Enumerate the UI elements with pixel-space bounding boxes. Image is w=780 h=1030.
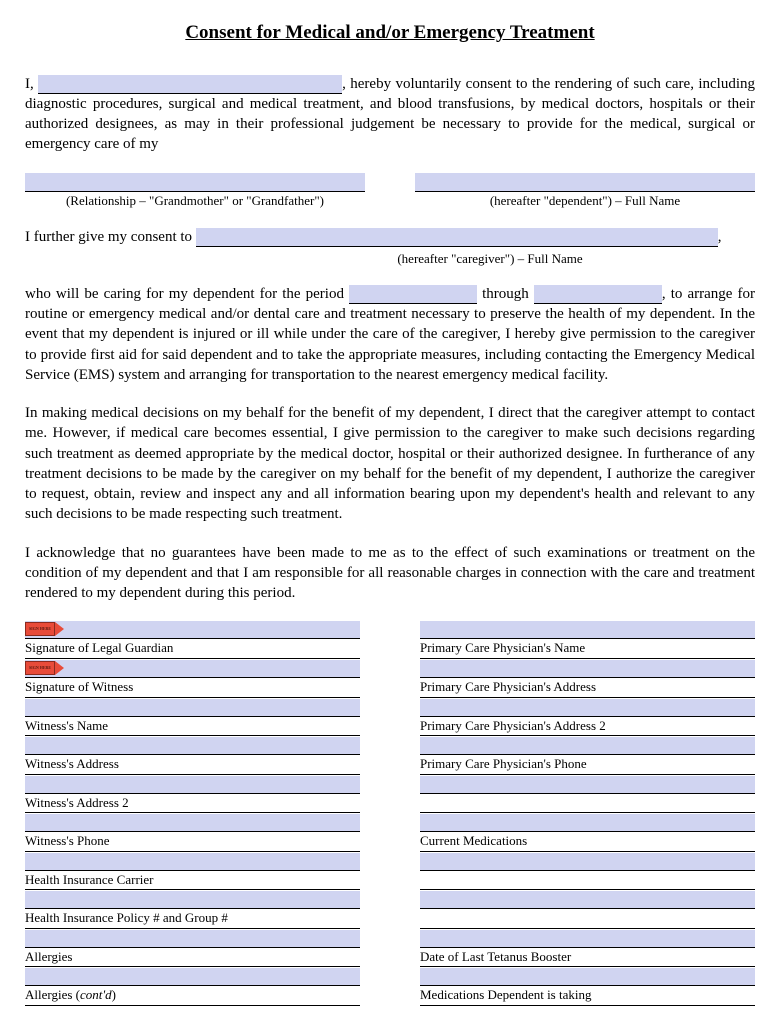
- paragraph-1: I, , hereby voluntarily consent to the r…: [25, 74, 755, 155]
- field-row-blank: [420, 891, 755, 929]
- field-label-primary-care-physician-s-address-2: Primary Care Physician's Address 2: [420, 717, 755, 737]
- field-label-allergies-cont-d: Allergies (cont'd): [25, 986, 360, 1006]
- field-blank-signature-of-witness[interactable]: SIGN HERE: [25, 660, 360, 678]
- field-label-blank: [420, 794, 755, 814]
- field-label-health-insurance-policy-and-group: Health Insurance Policy # and Group #: [25, 909, 360, 929]
- field-row-primary-care-physician-s-address-2: Primary Care Physician's Address 2: [420, 699, 755, 737]
- field-label-primary-care-physician-s-phone: Primary Care Physician's Phone: [420, 755, 755, 775]
- field-label-medications-dependent-is-taking: Medications Dependent is taking: [420, 986, 755, 1006]
- field-label-health-insurance-carrier: Health Insurance Carrier: [25, 871, 360, 891]
- field-row-signature-of-witness: SIGN HERE Signature of Witness: [25, 660, 360, 698]
- field-label-allergies: Allergies: [25, 948, 360, 968]
- field-blank-blank[interactable]: [420, 891, 755, 909]
- relationship-blank[interactable]: [25, 173, 365, 192]
- field-blank-medications-dependent-is-taking[interactable]: [420, 968, 755, 986]
- field-blank-witness-s-address-2[interactable]: [25, 776, 360, 794]
- page-title: Consent for Medical and/or Emergency Tre…: [25, 20, 755, 46]
- field-label-blank: [420, 871, 755, 891]
- field-blank-primary-care-physician-s-address[interactable]: [420, 660, 755, 678]
- dependent-label: (hereafter "dependent") – Full Name: [415, 192, 755, 210]
- signature-right-column: Primary Care Physician's Name Primary Car…: [420, 621, 755, 1006]
- caregiver-blank[interactable]: [196, 228, 718, 247]
- paragraph-3: who will be caring for my dependent for …: [25, 284, 755, 385]
- field-row-primary-care-physician-s-phone: Primary Care Physician's Phone: [420, 737, 755, 775]
- p2-text: I further give my consent to: [25, 229, 196, 245]
- field-label-primary-care-physician-s-address: Primary Care Physician's Address: [420, 678, 755, 698]
- field-row-health-insurance-carrier: Health Insurance Carrier: [25, 853, 360, 891]
- field-blank-primary-care-physician-s-phone[interactable]: [420, 737, 755, 755]
- field-label-current-medications: Current Medications: [420, 832, 755, 852]
- caregiver-row: I further give my consent to ,: [25, 227, 755, 247]
- field-blank-current-medications[interactable]: [420, 814, 755, 832]
- field-blank-witness-s-address[interactable]: [25, 737, 360, 755]
- field-row-medications-dependent-is-taking: Medications Dependent is taking: [420, 968, 755, 1006]
- relationship-field: (Relationship – "Grandmother" or "Grandf…: [25, 173, 365, 210]
- p3-text-a: who will be caring for my dependent for …: [25, 286, 349, 302]
- field-blank-health-insurance-carrier[interactable]: [25, 853, 360, 871]
- field-blank-primary-care-physician-s-address-2[interactable]: [420, 699, 755, 717]
- p1-text-a: I,: [25, 76, 38, 92]
- field-blank-date-of-last-tetanus-booster[interactable]: [420, 930, 755, 948]
- signature-left-column: SIGN HERESignature of Legal GuardianSIGN…: [25, 621, 360, 1006]
- caregiver-label: (hereafter "caregiver") – Full Name: [225, 250, 755, 268]
- field-label-witness-s-phone: Witness's Phone: [25, 832, 360, 852]
- field-row-primary-care-physician-s-name: Primary Care Physician's Name: [420, 621, 755, 659]
- field-label-witness-s-name: Witness's Name: [25, 717, 360, 737]
- field-row-primary-care-physician-s-address: Primary Care Physician's Address: [420, 660, 755, 698]
- relationship-label: (Relationship – "Grandmother" or "Grandf…: [25, 192, 365, 210]
- name-blank[interactable]: [38, 75, 342, 94]
- field-label-blank: [420, 909, 755, 929]
- paragraph-5: I acknowledge that no guarantees have be…: [25, 543, 755, 604]
- field-row-signature-of-legal-guardian: SIGN HERE Signature of Legal Guardian: [25, 621, 360, 659]
- field-blank-witness-s-name[interactable]: [25, 699, 360, 717]
- field-row-witness-s-address: Witness's Address: [25, 737, 360, 775]
- field-label-witness-s-address: Witness's Address: [25, 755, 360, 775]
- dependent-blank[interactable]: [415, 173, 755, 192]
- field-blank-signature-of-legal-guardian[interactable]: SIGN HERE: [25, 621, 360, 639]
- field-row-allergies: Allergies: [25, 930, 360, 968]
- dependent-field: (hereafter "dependent") – Full Name: [415, 173, 755, 210]
- field-blank-witness-s-phone[interactable]: [25, 814, 360, 832]
- field-row-blank: [420, 776, 755, 814]
- field-blank-allergies[interactable]: [25, 930, 360, 948]
- field-label-date-of-last-tetanus-booster: Date of Last Tetanus Booster: [420, 948, 755, 968]
- field-label-witness-s-address-2: Witness's Address 2: [25, 794, 360, 814]
- field-blank-health-insurance-policy-and-group[interactable]: [25, 891, 360, 909]
- field-row-witness-s-phone: Witness's Phone: [25, 814, 360, 852]
- field-row-current-medications: Current Medications: [420, 814, 755, 852]
- field-blank-allergies-cont-d[interactable]: [25, 968, 360, 986]
- signature-section: SIGN HERESignature of Legal GuardianSIGN…: [25, 621, 755, 1006]
- field-row-witness-s-address-2: Witness's Address 2: [25, 776, 360, 814]
- period-from-blank[interactable]: [349, 285, 477, 304]
- field-blank-primary-care-physician-s-name[interactable]: [420, 621, 755, 639]
- field-blank-blank[interactable]: [420, 776, 755, 794]
- sign-here-tag: SIGN HERE: [25, 661, 64, 675]
- sign-here-tag: SIGN HERE: [25, 622, 64, 636]
- paragraph-4: In making medical decisions on my behalf…: [25, 403, 755, 525]
- field-row-witness-s-name: Witness's Name: [25, 699, 360, 737]
- period-to-blank[interactable]: [534, 285, 662, 304]
- p3-text-b: through: [477, 286, 534, 302]
- field-row-date-of-last-tetanus-booster: Date of Last Tetanus Booster: [420, 930, 755, 968]
- field-blank-blank[interactable]: [420, 853, 755, 871]
- field-row-blank: [420, 853, 755, 891]
- field-label-signature-of-witness: Signature of Witness: [25, 678, 360, 698]
- field-row-allergies-cont-d: Allergies (cont'd): [25, 968, 360, 1006]
- field-label-primary-care-physician-s-name: Primary Care Physician's Name: [420, 639, 755, 659]
- field-row-health-insurance-policy-and-group: Health Insurance Policy # and Group #: [25, 891, 360, 929]
- field-label-signature-of-legal-guardian: Signature of Legal Guardian: [25, 639, 360, 659]
- relationship-dependent-row: (Relationship – "Grandmother" or "Grandf…: [25, 173, 755, 210]
